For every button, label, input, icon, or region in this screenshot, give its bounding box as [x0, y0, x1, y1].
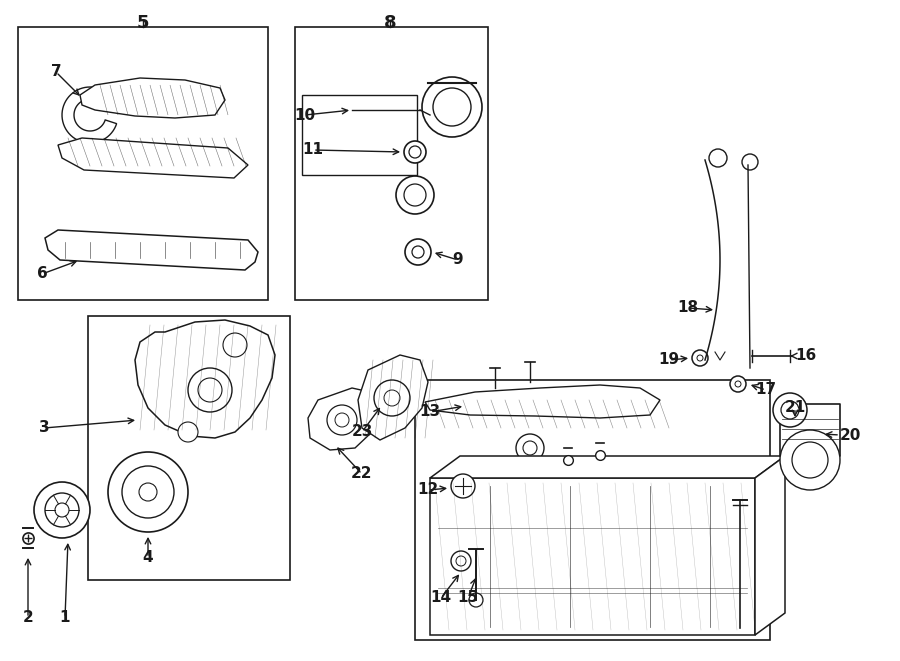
Text: 8: 8 — [383, 14, 396, 32]
Circle shape — [730, 376, 746, 392]
Circle shape — [178, 422, 198, 442]
Circle shape — [422, 77, 482, 137]
Polygon shape — [80, 78, 225, 118]
Text: 9: 9 — [453, 253, 464, 268]
Circle shape — [412, 246, 424, 258]
Text: 5: 5 — [137, 14, 149, 32]
Polygon shape — [45, 230, 258, 270]
Text: 7: 7 — [50, 65, 61, 79]
Circle shape — [742, 154, 758, 170]
Text: 2: 2 — [22, 611, 33, 625]
Polygon shape — [430, 478, 755, 635]
Text: 19: 19 — [659, 352, 680, 368]
Text: 23: 23 — [351, 424, 373, 440]
Circle shape — [792, 442, 828, 478]
Circle shape — [773, 393, 807, 427]
Circle shape — [469, 593, 483, 607]
Circle shape — [34, 482, 90, 538]
Circle shape — [139, 483, 157, 501]
Polygon shape — [430, 456, 785, 478]
Circle shape — [108, 452, 188, 532]
Circle shape — [396, 176, 434, 214]
Text: 6: 6 — [37, 266, 48, 282]
Bar — [780, 404, 840, 456]
Circle shape — [451, 474, 475, 498]
Polygon shape — [58, 138, 248, 178]
Circle shape — [523, 441, 537, 455]
Polygon shape — [135, 320, 275, 438]
Circle shape — [122, 466, 174, 518]
Text: 4: 4 — [143, 551, 153, 566]
Circle shape — [327, 405, 357, 435]
Circle shape — [516, 434, 544, 462]
Circle shape — [55, 503, 69, 517]
Text: 12: 12 — [418, 483, 438, 498]
Circle shape — [384, 390, 400, 406]
Circle shape — [223, 333, 247, 357]
Bar — [302, 95, 417, 175]
Circle shape — [188, 368, 232, 412]
Text: 21: 21 — [785, 401, 806, 416]
Circle shape — [404, 184, 426, 206]
Circle shape — [692, 350, 708, 366]
Circle shape — [198, 378, 222, 402]
Circle shape — [374, 380, 410, 416]
Bar — [18, 27, 268, 300]
Circle shape — [456, 556, 466, 566]
Text: 18: 18 — [678, 301, 698, 315]
Text: 3: 3 — [39, 420, 50, 436]
Text: 11: 11 — [302, 143, 323, 157]
Text: 14: 14 — [430, 590, 452, 605]
Circle shape — [709, 149, 727, 167]
Circle shape — [404, 141, 426, 163]
Text: 17: 17 — [755, 383, 777, 397]
Text: 16: 16 — [795, 348, 816, 364]
Text: 10: 10 — [294, 108, 316, 122]
Text: 20: 20 — [840, 428, 861, 442]
Circle shape — [433, 88, 471, 126]
Circle shape — [735, 381, 741, 387]
Polygon shape — [308, 388, 378, 450]
Polygon shape — [358, 355, 428, 440]
Circle shape — [451, 551, 471, 571]
Polygon shape — [425, 385, 660, 418]
Circle shape — [405, 239, 431, 265]
Text: 13: 13 — [419, 405, 441, 420]
Circle shape — [45, 493, 79, 527]
Text: 15: 15 — [457, 590, 479, 605]
Circle shape — [697, 355, 703, 361]
Polygon shape — [62, 87, 117, 143]
Bar — [295, 27, 488, 300]
Bar — [88, 316, 290, 580]
Text: 1: 1 — [59, 611, 70, 625]
Circle shape — [409, 146, 421, 158]
Polygon shape — [755, 456, 785, 635]
Bar — [415, 380, 770, 640]
Circle shape — [781, 401, 799, 419]
Circle shape — [780, 430, 840, 490]
Circle shape — [335, 413, 349, 427]
Text: 22: 22 — [351, 467, 373, 481]
